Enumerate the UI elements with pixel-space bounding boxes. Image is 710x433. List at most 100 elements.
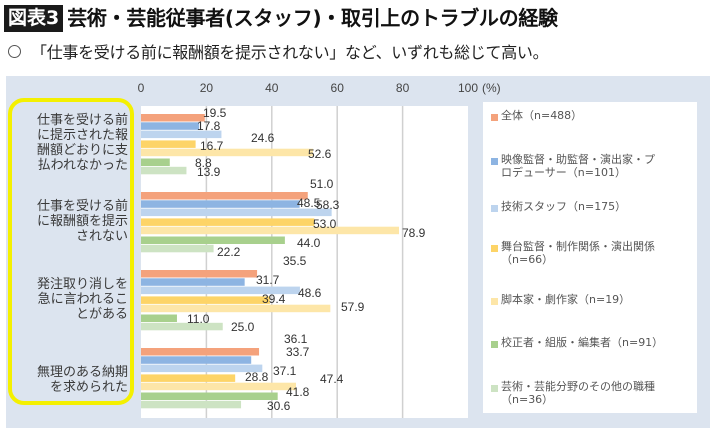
legend-item: 校正者・組版・編集者（n=91） — [491, 336, 695, 349]
data-label: 58.3 — [316, 198, 340, 212]
legend: 全体（n=488） 映像監督・助監督・演出家・プ ロデューサー（n=101） 技術スタ… — [483, 102, 697, 413]
legend-label: 映像監督・助監督・演出家・プ ロデューサー（n=101） — [501, 153, 655, 179]
data-label: 28.8 — [245, 370, 269, 384]
category-label: 仕事を受ける前 に提示された報 酬額どおりに支 払われなかった — [12, 113, 128, 173]
category-label-line: とがある — [75, 307, 128, 322]
bar — [141, 140, 196, 148]
data-label: 24.6 — [251, 131, 275, 145]
legend-label-line: 映像監督・助監督・演出家・プ — [501, 153, 655, 166]
category-label-line: を求められた — [49, 380, 128, 395]
data-label: 31.7 — [256, 273, 280, 287]
legend-label-line: （n=36） — [501, 393, 554, 406]
x-tick-label: 20 — [200, 81, 214, 95]
data-label: 30.6 — [267, 399, 291, 413]
legend-label-line: 舞台監督・制作関係・演出関係 — [501, 240, 655, 253]
data-label: 22.2 — [217, 245, 241, 259]
legend-item: 脚本家・劇作家（n=19） — [491, 293, 695, 306]
bar — [141, 314, 177, 322]
legend-swatch-icon — [491, 158, 498, 165]
data-label: 19.5 — [203, 106, 227, 120]
category-label-line: 酬額どおりに支 — [36, 143, 128, 158]
legend-item: 舞台監督・制作関係・演出関係 （n=66） — [491, 240, 695, 266]
legend-item: 全体（n=488） — [491, 109, 695, 122]
x-tick-label: 0 — [138, 81, 145, 95]
category-label-line: に提示された報 — [36, 128, 128, 143]
data-label: 41.8 — [286, 385, 310, 399]
data-label: 17.8 — [197, 119, 221, 133]
category-label-line: 仕事を受ける前 — [36, 199, 128, 214]
bar — [141, 130, 222, 139]
bar — [141, 374, 236, 382]
legend-label: 芸術・芸能分野のその他の職種 （n=36） — [501, 380, 655, 406]
category-label-line: 発注取り消しを — [36, 277, 128, 292]
bar — [141, 322, 223, 331]
bar — [141, 114, 205, 122]
bar — [141, 158, 170, 166]
bar — [141, 244, 214, 253]
category-highlight-box — [8, 98, 134, 405]
bar — [141, 200, 300, 208]
category-label: 無理のある納期 を求められた — [12, 365, 128, 395]
bar — [141, 226, 400, 235]
figure-subtitle: 「仕事を受ける前に報酬額を提示されない」など、いずれも総じて高い。 — [31, 43, 549, 62]
data-label: 16.7 — [200, 139, 224, 153]
bar — [141, 270, 258, 278]
legend-label: 脚本家・劇作家（n=19） — [501, 293, 630, 306]
data-label: 13.9 — [197, 165, 221, 179]
legend-swatch-icon — [491, 205, 498, 212]
bar — [141, 364, 263, 373]
bar — [141, 218, 315, 226]
data-label: 35.5 — [283, 254, 307, 268]
data-label: 8.8 — [195, 156, 212, 170]
data-label: 51.0 — [310, 177, 334, 191]
legend-label: 校正者・組版・編集者（n=91） — [501, 336, 663, 349]
data-label: 78.9 — [402, 226, 426, 240]
data-label: 52.6 — [308, 147, 332, 161]
x-tick-label: 40 — [265, 81, 279, 95]
category-label-line: に報酬額を提示 — [36, 214, 128, 229]
category-label-line: 無理のある納期 — [36, 365, 128, 380]
legend-label-line: 脚本家・劇作家（n=19） — [501, 293, 631, 306]
legend-swatch-icon — [491, 245, 498, 252]
bar — [141, 192, 308, 200]
data-label: 47.4 — [320, 372, 344, 386]
bar — [141, 148, 314, 157]
bar — [141, 348, 260, 356]
data-label: 11.0 — [187, 312, 210, 326]
legend-label-line: ロデューサー（n=101） — [501, 166, 626, 179]
figure-title: 芸術・芸能従事者(スタッフ)・取引上のトラブルの経験 — [67, 6, 558, 30]
data-label: 48.6 — [298, 286, 322, 300]
figure-header: 図表3 芸術・芸能従事者(スタッフ)・取引上のトラブルの経験 — [4, 4, 558, 32]
x-tick-label: 100 — [458, 81, 478, 95]
bar — [141, 296, 270, 304]
legend-label-line: 校正者・組版・編集者（n=91） — [501, 336, 664, 349]
category-label-line: 払われなかった — [37, 158, 128, 173]
figure-number-badge: 図表3 — [4, 4, 64, 32]
figure-subtitle-row: 「仕事を受ける前に報酬額を提示されない」など、いずれも総じて高い。 — [8, 38, 549, 64]
legend-swatch-icon — [491, 385, 498, 392]
bar — [141, 304, 331, 313]
legend-label-line: 全体（n=488） — [501, 109, 583, 122]
category-label: 発注取り消しを 急に言われるこ とがある — [12, 277, 128, 322]
x-tick-label: 80 — [396, 81, 410, 95]
bar — [141, 392, 278, 400]
legend-label-line: （n=66） — [501, 253, 554, 266]
bar — [141, 166, 187, 175]
data-label: 57.9 — [341, 300, 365, 314]
legend-swatch-icon — [491, 341, 498, 348]
x-axis-unit-label: (%) — [482, 81, 501, 95]
bar — [141, 208, 332, 217]
legend-label-line: 芸術・芸能分野のその他の職種 — [501, 380, 655, 393]
category-label-line: されない — [75, 229, 128, 244]
bar — [141, 278, 245, 286]
data-label: 44.0 — [297, 236, 321, 250]
legend-label: 舞台監督・制作関係・演出関係 （n=66） — [501, 240, 655, 266]
data-label: 53.0 — [313, 217, 337, 231]
legend-item: 映像監督・助監督・演出家・プ ロデューサー（n=101） — [491, 153, 695, 179]
category-label: 仕事を受ける前 に報酬額を提示 されない — [12, 199, 128, 244]
legend-label: 技術スタッフ（n=175） — [501, 200, 626, 213]
bar — [141, 400, 242, 409]
legend-label: 全体（n=488） — [501, 109, 582, 122]
legend-label-line: 技術スタッフ（n=175） — [501, 200, 627, 213]
